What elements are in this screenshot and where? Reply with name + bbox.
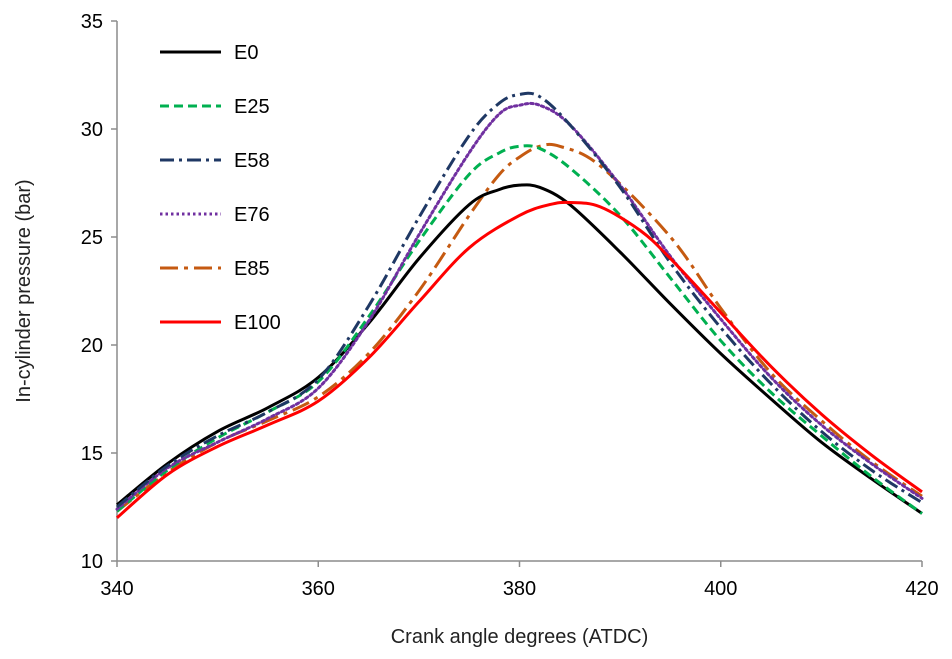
y-tick-label: 35 (81, 11, 103, 33)
x-tick-label: 400 (704, 578, 737, 600)
y-ticks: 10 15 20 25 30 35 (81, 11, 117, 573)
y-tick-label: 10 (81, 551, 103, 573)
series-line-e0 (116, 183, 923, 515)
series-line-e25 (116, 144, 923, 515)
x-axis-title: Crank angle degrees (ATDC) (391, 626, 649, 648)
legend-label-e58: E58 (234, 150, 270, 172)
y-tick-label: 15 (81, 443, 103, 465)
series-line-e58 (116, 91, 923, 509)
axes: 340 360 380 400 420 10 15 20 25 30 35 (81, 11, 939, 600)
x-tick-label: 420 (905, 578, 938, 600)
x-tick-label: 360 (302, 578, 335, 600)
x-tick-label: 340 (100, 578, 133, 600)
y-tick-label: 20 (81, 335, 103, 357)
series-group (115, 91, 924, 519)
x-tick-label: 380 (503, 578, 536, 600)
legend-label-e25: E25 (234, 96, 270, 118)
series-line-e76 (115, 101, 924, 511)
legend-label-e76: E76 (234, 204, 270, 226)
y-tick-label: 25 (81, 227, 103, 249)
series-line-e100 (116, 200, 923, 519)
legend-label-e85: E85 (234, 258, 270, 280)
y-axis-title: In-cylinder pressure (bar) (13, 179, 35, 402)
legend-label-e0: E0 (234, 42, 258, 64)
legend-label-e100: E100 (234, 312, 281, 334)
legend: E0 E25 E58 E76 E85 E100 (160, 42, 281, 334)
y-tick-label: 30 (81, 119, 103, 141)
series-line-e85 (116, 142, 923, 513)
x-ticks: 340 360 380 400 420 (100, 561, 939, 600)
